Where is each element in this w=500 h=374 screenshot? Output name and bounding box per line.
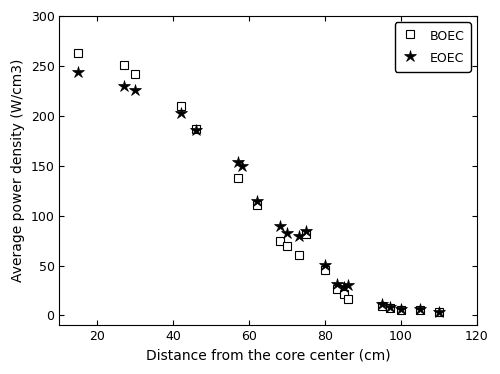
Legend: BOEC, EOEC: BOEC, EOEC [394, 22, 471, 71]
EOEC [276, 223, 282, 228]
BOEC [345, 296, 351, 301]
BOEC [303, 232, 309, 236]
EOEC [345, 282, 351, 287]
EOEC [284, 230, 290, 235]
EOEC [193, 128, 199, 132]
Line: BOEC: BOEC [74, 49, 443, 317]
BOEC [436, 310, 442, 315]
EOEC [341, 284, 347, 289]
EOEC [334, 281, 340, 286]
EOEC [254, 199, 260, 203]
EOEC [76, 70, 82, 74]
EOEC [379, 301, 385, 306]
BOEC [193, 127, 199, 131]
BOEC [341, 291, 347, 296]
EOEC [398, 306, 404, 311]
EOEC [386, 304, 392, 309]
EOEC [436, 309, 442, 314]
BOEC [334, 286, 340, 291]
EOEC [178, 111, 184, 115]
X-axis label: Distance from the core center (cm): Distance from the core center (cm) [146, 349, 390, 363]
BOEC [121, 63, 127, 67]
EOEC [121, 84, 127, 88]
BOEC [379, 303, 385, 308]
BOEC [178, 104, 184, 108]
EOEC [235, 160, 241, 164]
BOEC [386, 305, 392, 310]
BOEC [235, 175, 241, 180]
EOEC [322, 262, 328, 267]
BOEC [417, 307, 423, 312]
BOEC [284, 243, 290, 248]
EOEC [238, 163, 244, 168]
BOEC [132, 72, 138, 76]
Y-axis label: Average power density (W/cm3): Average power density (W/cm3) [11, 59, 25, 282]
EOEC [417, 306, 423, 311]
BOEC [322, 267, 328, 272]
BOEC [254, 202, 260, 207]
EOEC [132, 88, 138, 92]
BOEC [76, 51, 82, 55]
EOEC [296, 233, 302, 238]
BOEC [398, 307, 404, 312]
EOEC [303, 229, 309, 233]
BOEC [276, 238, 282, 243]
Line: EOEC: EOEC [72, 66, 446, 318]
BOEC [296, 252, 302, 257]
